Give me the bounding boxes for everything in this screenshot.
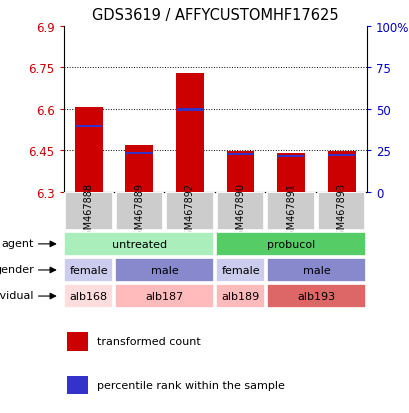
Text: GSM467893: GSM467893 bbox=[336, 182, 346, 241]
Bar bbox=[126, 152, 152, 154]
Text: alb193: alb193 bbox=[297, 291, 335, 301]
Bar bbox=[276, 154, 304, 192]
Bar bbox=[267, 193, 314, 230]
Bar bbox=[216, 259, 264, 282]
Bar bbox=[328, 154, 354, 157]
Bar bbox=[75, 126, 102, 128]
Bar bbox=[227, 154, 253, 156]
Text: male: male bbox=[151, 265, 178, 275]
Text: alb187: alb187 bbox=[145, 291, 183, 301]
Bar bbox=[64, 259, 113, 282]
Text: alb168: alb168 bbox=[70, 291, 108, 301]
Text: individual: individual bbox=[0, 290, 34, 300]
Bar bbox=[66, 376, 88, 394]
Text: male: male bbox=[302, 265, 330, 275]
Text: transformed count: transformed count bbox=[97, 337, 200, 347]
Bar bbox=[226, 152, 254, 192]
Text: GSM467891: GSM467891 bbox=[285, 182, 295, 241]
Text: probucol: probucol bbox=[266, 239, 315, 249]
Bar bbox=[277, 156, 303, 158]
Bar bbox=[176, 109, 203, 112]
Text: agent: agent bbox=[2, 238, 34, 248]
Bar bbox=[266, 259, 365, 282]
Text: GSM467892: GSM467892 bbox=[184, 182, 195, 241]
Bar bbox=[216, 285, 264, 308]
Text: female: female bbox=[70, 265, 108, 275]
Bar bbox=[327, 152, 355, 192]
Text: gender: gender bbox=[0, 264, 34, 274]
Bar bbox=[216, 193, 264, 230]
Bar bbox=[115, 193, 163, 230]
Title: GDS3619 / AFFYCUSTOMHF17625: GDS3619 / AFFYCUSTOMHF17625 bbox=[92, 8, 338, 23]
Text: GSM467889: GSM467889 bbox=[134, 182, 144, 241]
Bar bbox=[166, 193, 213, 230]
Bar bbox=[75, 108, 103, 192]
Bar bbox=[216, 233, 365, 256]
Text: GSM467890: GSM467890 bbox=[235, 182, 245, 241]
Bar bbox=[266, 285, 365, 308]
Bar bbox=[175, 74, 203, 192]
Bar bbox=[65, 193, 112, 230]
Bar bbox=[115, 259, 214, 282]
Text: alb189: alb189 bbox=[221, 291, 259, 301]
Bar bbox=[115, 285, 214, 308]
Bar bbox=[64, 233, 214, 256]
Bar bbox=[66, 332, 88, 351]
Bar bbox=[64, 285, 113, 308]
Bar bbox=[125, 146, 153, 192]
Text: female: female bbox=[221, 265, 259, 275]
Text: untreated: untreated bbox=[112, 239, 166, 249]
Text: GSM467888: GSM467888 bbox=[83, 182, 94, 241]
Text: percentile rank within the sample: percentile rank within the sample bbox=[97, 380, 284, 390]
Bar bbox=[317, 193, 364, 230]
